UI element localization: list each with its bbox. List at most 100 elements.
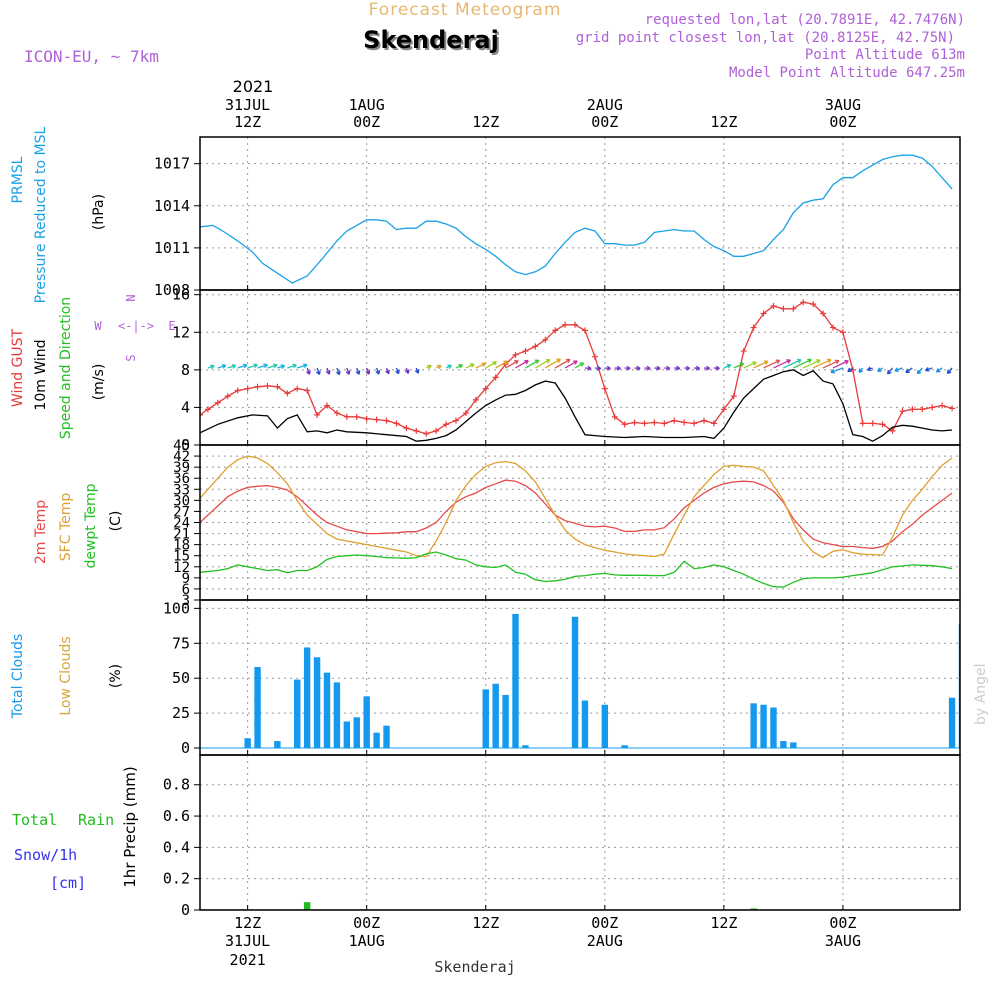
label-sfc-temp: SFC Temp: [58, 493, 74, 562]
gust-marker: [562, 321, 569, 328]
y-tick-label: 39: [173, 460, 190, 476]
wind-arrow: [287, 363, 297, 369]
label-wind-gust: Wind GUST: [10, 328, 26, 407]
bar: [770, 707, 777, 749]
bar: [502, 694, 509, 749]
gust-marker: [780, 305, 787, 312]
gust-marker: [284, 390, 291, 397]
panels: 1008101110141017048121636912151821242730…: [154, 136, 961, 919]
label-pressure-msl: Pressure Reduced to MSL: [33, 126, 49, 303]
wind-arrow: [847, 367, 854, 373]
gust-marker: [879, 421, 886, 428]
bar: [313, 657, 321, 749]
wind-arrow: [414, 367, 420, 374]
label-total-clouds: Total Clouds: [10, 634, 26, 719]
wind-arrow: [905, 367, 913, 374]
wind-arrow: [297, 363, 308, 369]
model-altitude: Model Point Altitude 647.25m: [729, 65, 965, 81]
gust-marker: [482, 385, 489, 392]
gust-marker: [542, 336, 549, 343]
label-ms: (m/s): [91, 364, 107, 401]
gust-marker: [363, 415, 370, 422]
location-title: Skenderaj: [363, 26, 499, 54]
wind-arrow: [713, 365, 720, 371]
gust-marker: [294, 385, 301, 392]
bar: [522, 745, 529, 749]
label-cm: [cm]: [50, 874, 86, 892]
bar: [750, 703, 757, 749]
bar: [303, 902, 311, 910]
gust-marker: [621, 421, 628, 428]
wind-arrow: [644, 365, 651, 371]
wind-arrow: [375, 367, 381, 375]
gust-marker: [919, 406, 926, 413]
plot-area-temperature: [200, 455, 953, 588]
y-tick-label: 100: [163, 599, 190, 617]
y-tick-label: 33: [173, 482, 190, 498]
y-tick-label: 25: [172, 704, 190, 722]
label-c: (C): [108, 511, 124, 532]
bar: [621, 745, 628, 749]
plot-area-precip: [200, 902, 960, 910]
wind-arrow: [247, 363, 258, 369]
wind-arrow: [886, 367, 894, 375]
wind-arrow: [395, 367, 400, 375]
closest-coords: grid point closest lon,lat (20.8125E, 42…: [576, 30, 955, 46]
bar: [750, 908, 757, 910]
wind-arrow: [946, 367, 953, 375]
top-date-label: 2AUG: [587, 96, 623, 114]
label-speed-direction: Speed and Direction: [58, 297, 74, 439]
wind-arrow: [316, 367, 321, 376]
bar: [948, 697, 956, 749]
y-tick-label: 1011: [154, 239, 190, 257]
series-line-2m-temp: [200, 479, 953, 549]
gust-marker: [462, 410, 469, 417]
y-tick-label: 0.8: [163, 776, 190, 794]
gust-marker: [274, 383, 281, 390]
wind-arrow: [574, 362, 585, 369]
bottom-date-label: 3AUG: [825, 932, 861, 950]
wind-arrow: [614, 365, 621, 371]
wind-arrow: [544, 358, 561, 369]
compass-arrow: <-|->: [118, 319, 154, 333]
gust-marker: [820, 310, 827, 317]
label-low-clouds: Low Clouds: [58, 636, 74, 715]
label-2m-temp: 2m Temp: [33, 500, 49, 564]
y-tick-label: 24: [173, 516, 190, 532]
gust-marker: [681, 419, 688, 426]
gust-marker: [869, 420, 876, 427]
wind-arrow: [916, 367, 923, 375]
bar: [333, 682, 341, 749]
wind-arrow: [877, 367, 883, 373]
gust-marker: [899, 408, 906, 415]
point-altitude: Point Altitude 613m: [805, 47, 965, 63]
wind-arrow: [604, 365, 611, 371]
wind-arrow: [207, 364, 215, 370]
gust-marker: [373, 416, 380, 423]
wind-arrow: [355, 367, 361, 375]
gust-marker: [661, 420, 668, 427]
panel-frame: [199, 136, 961, 291]
wind-arrow: [664, 365, 671, 371]
top-hour-label: 00Z: [353, 113, 380, 131]
label-hpa: (hPa): [91, 194, 107, 230]
gust-marker: [839, 329, 846, 336]
gust-marker: [214, 399, 221, 406]
y-tick-label: 21: [173, 527, 190, 543]
gust-marker: [343, 413, 350, 420]
wind-arrow: [227, 364, 237, 369]
y-tick-label: 9: [182, 571, 190, 587]
bar: [760, 704, 767, 749]
gust-marker: [790, 305, 797, 312]
gust-marker: [200, 411, 203, 418]
top-hour-label: 12Z: [234, 113, 261, 131]
series-line-prmsl: [200, 154, 953, 284]
meteogram-title: Forecast Meteogram: [369, 0, 562, 20]
gust-marker: [701, 417, 708, 424]
gust-marker: [770, 302, 777, 309]
gust-marker: [800, 299, 807, 306]
wind-arrow: [445, 364, 453, 370]
bottom-hour-label: 00Z: [591, 914, 618, 932]
wind-arrow: [694, 365, 701, 371]
wind-arrow: [277, 364, 286, 369]
